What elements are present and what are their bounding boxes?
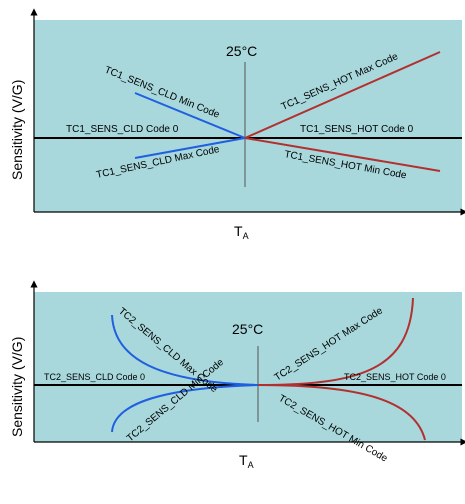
top-x-axis-label-sub: A [243, 231, 249, 241]
bottom-y-axis-label: Sensitivity (V/G) [9, 337, 25, 437]
top-temp-label: 25°C [226, 43, 257, 59]
top-panel-background [34, 20, 462, 212]
top-hot-min-line [244, 137, 441, 172]
bottom-hot-min-curve [257, 384, 426, 441]
top-cld-min-line [134, 92, 246, 139]
top-diagram: 25°C TC1_SENS_CLD Min Code TC1_SENS_CLD … [9, 8, 465, 241]
top-cld-max-line [134, 137, 246, 159]
top-x-axis-label-main: T [234, 223, 243, 239]
bottom-x-axis-label: TA [239, 452, 254, 470]
top-x-axis-label: TA [234, 223, 249, 241]
bottom-cld-min-curve [111, 384, 259, 433]
bottom-panel-background [34, 292, 462, 442]
bottom-diagram: 25°C TC2_SENS_CLD Max Code TC2_SENS_CLD … [9, 280, 465, 470]
bottom-label-cld-code0: TC2_SENS_CLD Code 0 [44, 372, 145, 382]
bottom-x-axis-label-main: T [239, 452, 248, 468]
top-hot-max-line [244, 51, 441, 139]
top-label-hot-code0: TC1_SENS_HOT Code 0 [300, 124, 414, 135]
top-y-axis-label: Sensitivity (V/G) [9, 80, 25, 180]
bottom-x-axis-label-sub: A [248, 460, 254, 470]
bottom-temp-label: 25°C [232, 321, 263, 337]
bottom-label-hot-code0: TC2_SENS_HOT Code 0 [344, 372, 446, 382]
top-label-cld-code0: TC1_SENS_CLD Code 0 [66, 124, 179, 135]
bottom-cld-max-curve [111, 314, 259, 386]
bottom-hot-max-curve [257, 297, 414, 386]
